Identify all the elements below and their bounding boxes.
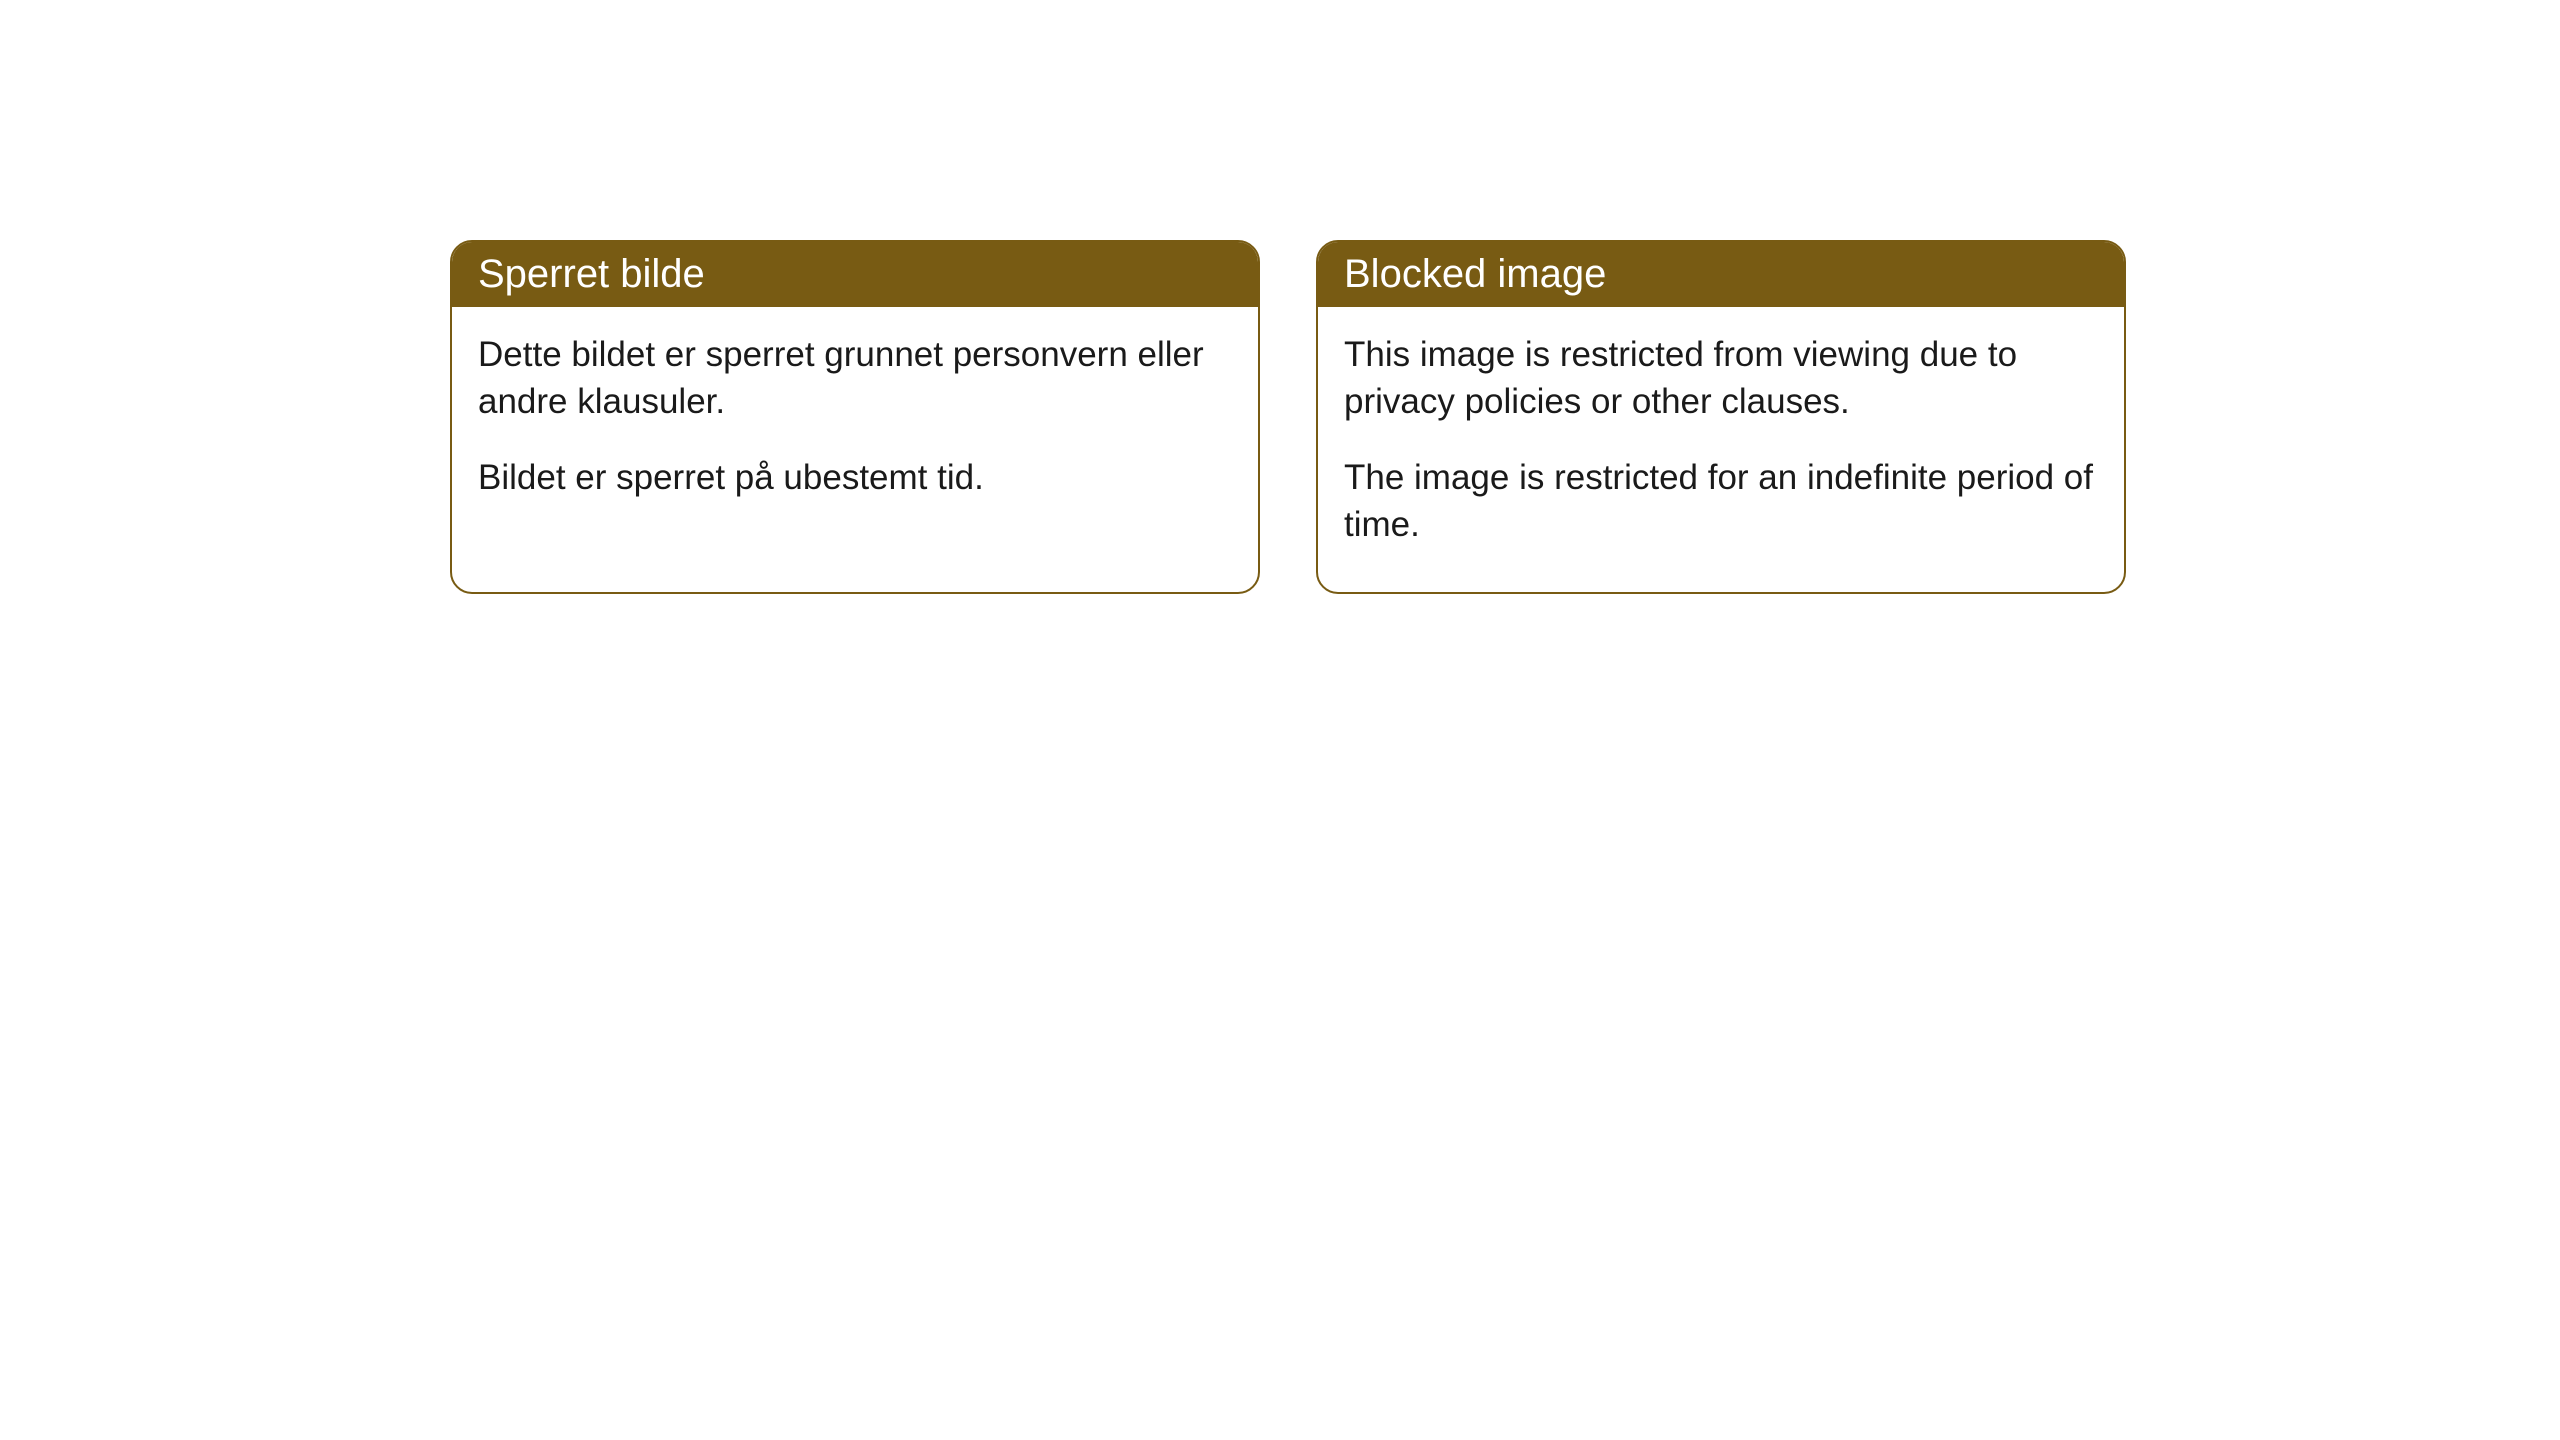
card-header: Sperret bilde <box>452 242 1258 307</box>
card-title: Sperret bilde <box>478 252 705 296</box>
notice-card-english: Blocked image This image is restricted f… <box>1316 240 2126 594</box>
card-paragraph: Dette bildet er sperret grunnet personve… <box>478 331 1232 426</box>
notice-cards-container: Sperret bilde Dette bildet er sperret gr… <box>450 240 2126 594</box>
card-body: Dette bildet er sperret grunnet personve… <box>452 307 1258 545</box>
card-paragraph: Bildet er sperret på ubestemt tid. <box>478 454 1232 501</box>
card-title: Blocked image <box>1344 252 1606 296</box>
notice-card-norwegian: Sperret bilde Dette bildet er sperret gr… <box>450 240 1260 594</box>
card-paragraph: The image is restricted for an indefinit… <box>1344 454 2098 549</box>
card-paragraph: This image is restricted from viewing du… <box>1344 331 2098 426</box>
card-header: Blocked image <box>1318 242 2124 307</box>
card-body: This image is restricted from viewing du… <box>1318 307 2124 592</box>
